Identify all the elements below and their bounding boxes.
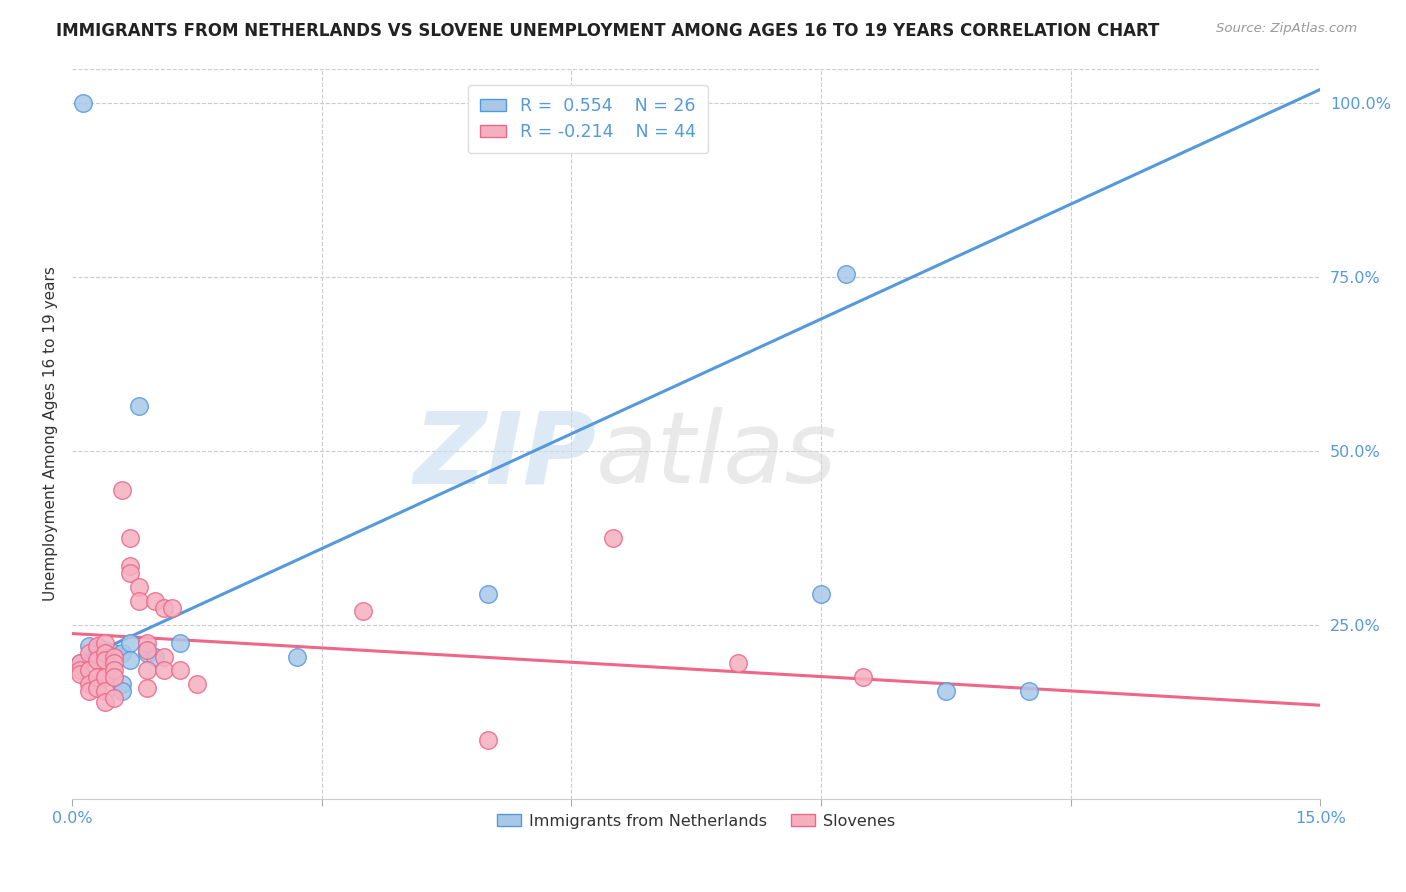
Text: ZIP: ZIP [413,408,596,504]
Point [111,483,134,497]
Point [120,635,142,649]
Point [86,681,108,695]
Point [69,664,91,678]
Point [77,646,100,660]
Point [128,399,150,413]
Point [135,664,157,678]
Point [169,664,191,678]
Point [477,733,499,747]
Point [1018,684,1040,698]
Point [120,531,142,545]
Point [86,670,108,684]
Point [77,684,100,698]
Point [86,653,108,667]
Point [810,587,832,601]
Text: Source: ZipAtlas.com: Source: ZipAtlas.com [1216,22,1357,36]
Point [103,664,125,678]
Point [103,649,125,664]
Point [94,646,117,660]
Text: IMMIGRANTS FROM NETHERLANDS VS SLOVENE UNEMPLOYMENT AMONG AGES 16 TO 19 YEARS CO: IMMIGRANTS FROM NETHERLANDS VS SLOVENE U… [56,22,1160,40]
Point [77,664,100,678]
Point [103,657,125,671]
Point [285,649,308,664]
Text: atlas: atlas [596,408,838,504]
Point [111,677,134,691]
Point [77,639,100,653]
Point [103,649,125,664]
Point [86,642,108,657]
Point [727,657,749,671]
Point [94,635,117,649]
Point [128,580,150,594]
Legend: Immigrants from Netherlands, Slovenes: Immigrants from Netherlands, Slovenes [491,807,901,835]
Point [86,649,108,664]
Point [103,670,125,684]
Point [94,642,117,657]
Point [103,691,125,706]
Point [851,670,873,684]
Point [86,639,108,653]
Point [94,670,117,684]
Point [69,657,91,671]
Point [152,649,174,664]
Point [135,681,157,695]
Point [152,664,174,678]
Point [135,642,157,657]
Point [169,635,191,649]
Point [602,531,624,545]
Point [103,657,125,671]
Point [835,267,858,281]
Point [111,646,134,660]
Point [77,677,100,691]
Point [120,559,142,574]
Point [120,566,142,580]
Point [160,600,183,615]
Point [128,594,150,608]
Point [143,594,166,608]
Point [935,684,957,698]
Point [111,684,134,698]
Point [94,684,117,698]
Point [94,653,117,667]
Y-axis label: Unemployment Among Ages 16 to 19 years: Unemployment Among Ages 16 to 19 years [44,267,58,601]
Point [72,96,94,111]
Point [69,667,91,681]
Point [143,649,166,664]
Point [135,642,157,657]
Point [477,587,499,601]
Point [135,635,157,649]
Point [69,657,91,671]
Point [186,677,208,691]
Point [94,646,117,660]
Point [103,646,125,660]
Point [135,646,157,660]
Point [120,653,142,667]
Point [152,600,174,615]
Point [352,604,374,618]
Point [94,695,117,709]
